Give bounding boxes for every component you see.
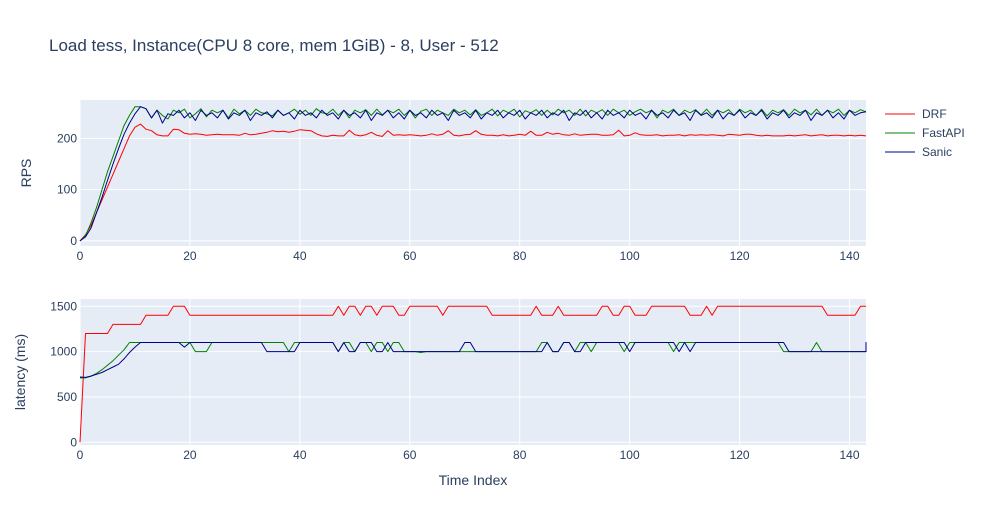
rps-x-tick-label: 0	[77, 249, 84, 263]
latency-x-tick-label: 0	[77, 448, 84, 462]
latency-subplot: 0 500 1000 1500 0 20 40 60 80 100 120 140 latency …	[12, 299, 867, 462]
rps-x-tick-label: 40	[293, 249, 307, 263]
latency-series-sanic	[79, 342, 867, 378]
rps-series-sanic	[79, 106, 867, 242]
legend-label-drf: DRF	[922, 107, 947, 121]
rps-x-tick-label: 60	[403, 249, 417, 263]
rps-x-tick-label: 80	[513, 249, 527, 263]
rps-y-tick-label: 100	[57, 183, 77, 197]
rps-series-drf	[79, 123, 867, 242]
rps-y-axis-title: RPS	[18, 159, 34, 188]
rps-plot-background	[80, 100, 866, 246]
rps-y-tick-labels: 0 100 200	[57, 131, 77, 247]
rps-x-tick-labels: 0 20 40 60 80 100 120 140	[77, 249, 860, 263]
rps-x-tick-label: 140	[839, 249, 859, 263]
latency-plot-background	[80, 299, 866, 445]
latency-x-tick-label: 60	[403, 448, 417, 462]
legend: DRF FastAPI Sanic	[885, 107, 965, 159]
latency-x-tick-label: 140	[839, 448, 859, 462]
rps-y-tick-label: 0	[70, 234, 77, 248]
chart-title: Load tess, Instance(CPU 8 core, mem 1GiB…	[49, 36, 499, 55]
latency-y-tick-label: 1000	[50, 345, 77, 359]
latency-y-tick-labels: 0 500 1000 1500	[50, 299, 77, 449]
latency-y-tick-label: 500	[57, 390, 77, 404]
latency-x-tick-label: 120	[730, 448, 750, 462]
latency-x-tick-label: 40	[293, 448, 307, 462]
latency-series-drf	[79, 305, 866, 443]
latency-y-tick-label: 1500	[50, 299, 77, 313]
latency-series-lines	[79, 305, 867, 443]
rps-subplot: 0 100 200 0 20 40 60 80 100 120 140 RPS	[18, 100, 867, 263]
x-axis-title: Time Index	[439, 472, 508, 488]
rps-x-tick-label: 120	[730, 249, 750, 263]
rps-gridlines	[79, 100, 866, 246]
rps-y-tick-label: 200	[57, 131, 77, 145]
latency-x-tick-label: 100	[620, 448, 640, 462]
latency-x-tick-labels: 0 20 40 60 80 100 120 140	[77, 448, 860, 462]
legend-label-sanic: Sanic	[922, 145, 952, 159]
latency-y-tick-label: 0	[70, 435, 77, 449]
legend-label-fastapi: FastAPI	[922, 126, 965, 140]
latency-x-tick-label: 80	[513, 448, 527, 462]
rps-x-tick-label: 20	[183, 249, 197, 263]
rps-series-lines	[79, 106, 867, 242]
latency-x-tick-label: 20	[183, 448, 197, 462]
latency-y-axis-title: latency (ms)	[12, 334, 28, 410]
rps-x-tick-label: 100	[620, 249, 640, 263]
